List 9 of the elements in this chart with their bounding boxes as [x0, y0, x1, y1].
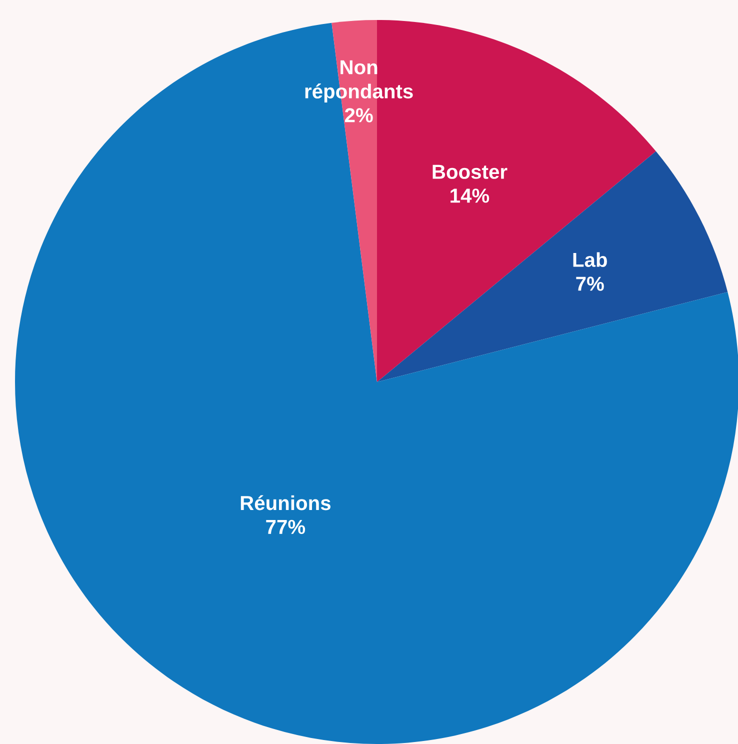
slice-label: Lab	[573, 252, 607, 267]
data-label: 2%	[344, 108, 373, 122]
data-label: 14%	[450, 188, 490, 203]
pie-slice	[377, 151, 728, 382]
slice-label: Réunions	[240, 495, 330, 510]
slice-label: Booster	[432, 164, 508, 179]
pie-slice	[15, 22, 738, 744]
data-label: 77%	[266, 520, 306, 534]
data-label: 7%	[576, 276, 604, 291]
